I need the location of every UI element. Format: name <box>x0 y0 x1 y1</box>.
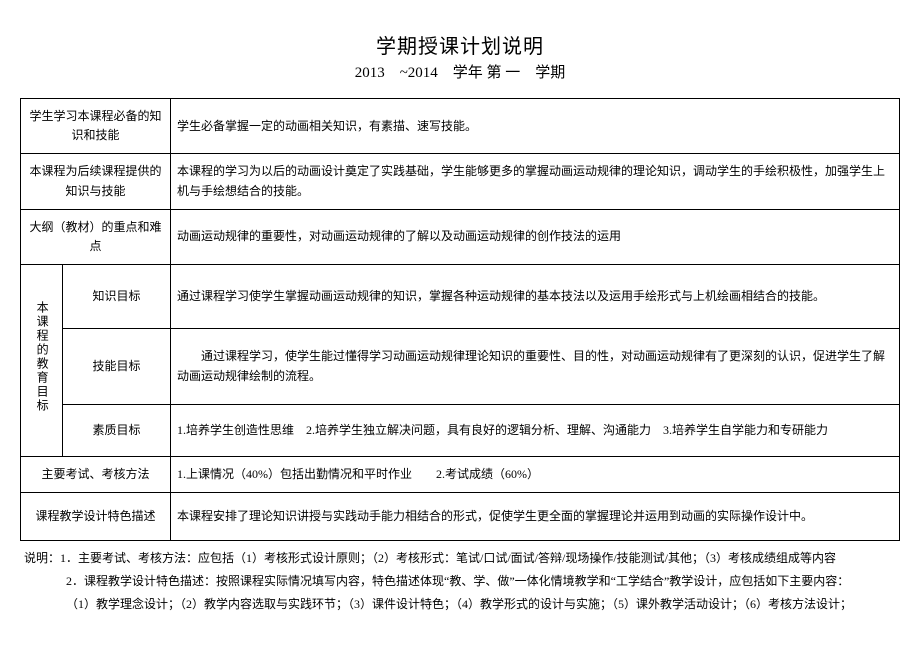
goal-skill-content: 通过课程学习，使学生能过懂得学习动画运动规律理论知识的重要性、目的性，对动画运动… <box>171 329 900 404</box>
table-row: 技能目标 通过课程学习，使学生能过懂得学习动画运动规律理论知识的重要性、目的性，… <box>21 329 900 404</box>
goal-knowledge-content: 通过课程学习使学生掌握动画运动规律的知识，掌握各种运动规律的基本技法以及运用手绘… <box>171 265 900 329</box>
table-row: 学生学习本课程必备的知识和技能 学生必备掌握一定的动画相关知识，有素描、速写技能… <box>21 99 900 154</box>
footer-line-1: 说明：1．主要考试、考核方法：应包括（1）考核形式设计原则；（2）考核形式：笔试… <box>24 547 900 570</box>
goal-knowledge-label: 知识目标 <box>63 265 171 329</box>
row-content-design: 本课程安排了理论知识讲授与实践动手能力相结合的形式，促使学生更全面的掌握理论并运… <box>171 493 900 541</box>
row-label-exam: 主要考试、考核方法 <box>21 456 171 492</box>
row-label-followup: 本课程为后续课程提供的知识与技能 <box>21 154 171 209</box>
table-row: 主要考试、考核方法 1.上课情况（40%）包括出勤情况和平时作业 2.考试成绩（… <box>21 456 900 492</box>
table-row: 素质目标 1.培养学生创造性思维 2.培养学生独立解决问题，具有良好的逻辑分析、… <box>21 404 900 456</box>
goals-side-label: 本课程的教育目标 <box>21 265 63 457</box>
page-header: 学期授课计划说明 2013 ~2014 学年 第 一 学期 <box>20 30 900 82</box>
row-content-outline: 动画运动规律的重要性，对动画运动规律的了解以及动画运动规律的创作技法的运用 <box>171 209 900 264</box>
page-title: 学期授课计划说明 <box>20 30 900 59</box>
goal-quality-content: 1.培养学生创造性思维 2.培养学生独立解决问题，具有良好的逻辑分析、理解、沟通… <box>171 404 900 456</box>
table-row: 本课程为后续课程提供的知识与技能 本课程的学习为以后的动画设计奠定了实践基础，学… <box>21 154 900 209</box>
goal-skill-label: 技能目标 <box>63 329 171 404</box>
page-subtitle: 2013 ~2014 学年 第 一 学期 <box>20 61 900 82</box>
row-content-followup: 本课程的学习为以后的动画设计奠定了实践基础，学生能够更多的掌握动画运动规律的理论… <box>171 154 900 209</box>
row-label-design: 课程教学设计特色描述 <box>21 493 171 541</box>
footer-line-2: 2．课程教学设计特色描述：按照课程实际情况填写内容，特色描述体现“教、学、做”一… <box>24 570 900 593</box>
footer-line-3: （1）教学理念设计；（2）教学内容选取与实践环节；（3）课件设计特色；（4）教学… <box>24 593 900 616</box>
row-content-exam: 1.上课情况（40%）包括出勤情况和平时作业 2.考试成绩（60%） <box>171 456 900 492</box>
row-content-prereq: 学生必备掌握一定的动画相关知识，有素描、速写技能。 <box>171 99 900 154</box>
table-row: 课程教学设计特色描述 本课程安排了理论知识讲授与实践动手能力相结合的形式，促使学… <box>21 493 900 541</box>
row-label-prereq: 学生学习本课程必备的知识和技能 <box>21 99 171 154</box>
table-row: 本课程的教育目标 知识目标 通过课程学习使学生掌握动画运动规律的知识，掌握各种运… <box>21 265 900 329</box>
goal-quality-label: 素质目标 <box>63 404 171 456</box>
row-label-outline: 大纲（教材）的重点和难点 <box>21 209 171 264</box>
table-row: 大纲（教材）的重点和难点 动画运动规律的重要性，对动画运动规律的了解以及动画运动… <box>21 209 900 264</box>
plan-table: 学生学习本课程必备的知识和技能 学生必备掌握一定的动画相关知识，有素描、速写技能… <box>20 98 900 541</box>
footer-notes: 说明：1．主要考试、考核方法：应包括（1）考核形式设计原则；（2）考核形式：笔试… <box>20 547 900 615</box>
